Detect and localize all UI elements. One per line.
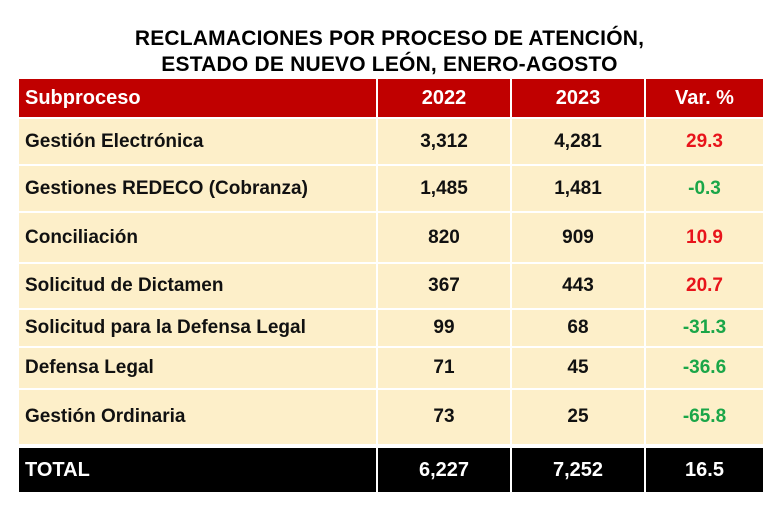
value-cell: 4,281 bbox=[512, 119, 644, 164]
total-label: TOTAL bbox=[19, 448, 376, 492]
variation-cell: -31.3 bbox=[646, 310, 763, 346]
variation-cell: 29.3 bbox=[646, 119, 763, 164]
value-cell: 45 bbox=[512, 348, 644, 388]
value-cell: 820 bbox=[378, 213, 510, 262]
row-label: Solicitud para la Defensa Legal bbox=[19, 310, 376, 346]
total-value: 7,252 bbox=[512, 448, 644, 492]
value-cell: 443 bbox=[512, 264, 644, 308]
row-label: Gestiones REDECO (Cobranza) bbox=[19, 166, 376, 211]
value-cell: 3,312 bbox=[378, 119, 510, 164]
value-cell: 25 bbox=[512, 390, 644, 444]
value-cell: 1,481 bbox=[512, 166, 644, 211]
column-header: 2023 bbox=[512, 79, 644, 117]
total-row: TOTAL 6,227 7,252 16.5 bbox=[19, 448, 763, 492]
total-value: 6,227 bbox=[378, 448, 510, 492]
value-cell: 1,485 bbox=[378, 166, 510, 211]
value-cell: 909 bbox=[512, 213, 644, 262]
variation-cell: 10.9 bbox=[646, 213, 763, 262]
table-title: RECLAMACIONES POR PROCESO DE ATENCIÓN, E… bbox=[0, 26, 779, 78]
value-cell: 68 bbox=[512, 310, 644, 346]
column-header: Subproceso bbox=[19, 79, 376, 117]
row-label: Conciliación bbox=[19, 213, 376, 262]
row-label: Solicitud de Dictamen bbox=[19, 264, 376, 308]
value-cell: 73 bbox=[378, 390, 510, 444]
total-value: 16.5 bbox=[646, 448, 763, 492]
row-label: Defensa Legal bbox=[19, 348, 376, 388]
column-header: 2022 bbox=[378, 79, 510, 117]
row-label: Gestión Electrónica bbox=[19, 119, 376, 164]
value-cell: 99 bbox=[378, 310, 510, 346]
value-cell: 367 bbox=[378, 264, 510, 308]
row-label: Gestión Ordinaria bbox=[19, 390, 376, 444]
data-table: Subproceso 2022 2023 Var. % Gestión Electrón… bbox=[19, 79, 763, 444]
value-cell: 71 bbox=[378, 348, 510, 388]
title-line-2: ESTADO DE NUEVO LEÓN, ENERO-AGOSTO bbox=[161, 53, 618, 76]
variation-cell: -0.3 bbox=[646, 166, 763, 211]
column-header: Var. % bbox=[646, 79, 763, 117]
variation-cell: -36.6 bbox=[646, 348, 763, 388]
title-line-1: RECLAMACIONES POR PROCESO DE ATENCIÓN, bbox=[134, 27, 645, 50]
variation-cell: -65.8 bbox=[646, 390, 763, 444]
variation-cell: 20.7 bbox=[646, 264, 763, 308]
